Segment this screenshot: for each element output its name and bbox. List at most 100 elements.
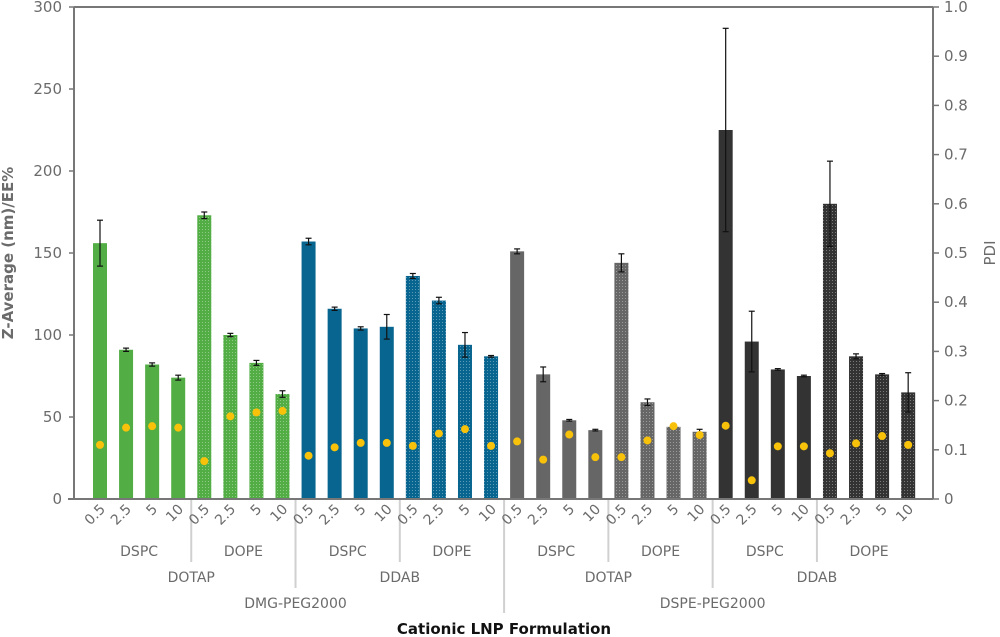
pdi-point: [252, 408, 261, 417]
pdi-point: [565, 430, 574, 439]
bar: [562, 420, 577, 499]
x-tick-label: 10: [372, 502, 396, 526]
x-tick-label: 10: [789, 502, 813, 526]
pdi-point: [434, 429, 443, 438]
x-tick-label: 0.5: [186, 502, 213, 529]
x-tick-label: 10: [163, 502, 187, 526]
pdi-point: [174, 423, 183, 432]
pdi-point: [460, 425, 469, 434]
bar: [588, 430, 603, 499]
y-tick-label: 300: [33, 0, 62, 16]
x-tick-label: 0.5: [707, 502, 734, 529]
pdi-point: [382, 438, 391, 447]
error-bar: [566, 418, 573, 422]
pdi-point: [904, 440, 913, 449]
pdi-point: [747, 476, 756, 485]
x-tick-label: 10: [476, 502, 500, 526]
y2-tick-label: 0: [944, 490, 954, 508]
error-bar: [97, 219, 103, 267]
helper-lipid-label: DOPE: [432, 544, 471, 560]
pdi-point: [695, 431, 704, 440]
x-tick-label: 2.5: [525, 502, 552, 529]
error-bar: [514, 248, 521, 255]
error-bar: [748, 310, 755, 373]
x-tick-label: 5: [143, 502, 161, 520]
error-bar: [357, 326, 364, 331]
error-bar: [305, 237, 312, 246]
x-tick-label: 2.5: [734, 502, 761, 529]
y2-tick-label: 0.6: [944, 195, 968, 213]
y-tick-label: 200: [33, 162, 62, 180]
x-tick-label: 10: [685, 502, 709, 526]
error-bar: [461, 331, 468, 358]
error-bar: [644, 398, 651, 407]
error-bar: [592, 428, 599, 432]
y-tick-label: 100: [33, 326, 62, 344]
y2-tick-label: 0.3: [944, 342, 968, 360]
bar: [510, 251, 525, 499]
error-bar: [123, 347, 130, 352]
bar: [145, 364, 160, 499]
y-tick-label: 50: [43, 408, 62, 426]
error-bar: [540, 366, 547, 383]
x-tick-label: 2.5: [838, 502, 865, 529]
bar-pattern: [197, 215, 212, 499]
y2-tick-label: 0.9: [944, 47, 968, 65]
pdi-point: [852, 439, 861, 448]
y2-tick-label: 0.2: [944, 392, 968, 410]
pdi-point: [721, 421, 730, 430]
pdi-point: [487, 441, 496, 450]
bar: [796, 376, 811, 499]
pdi-point: [591, 453, 600, 462]
y-tick-label: 0: [52, 490, 62, 508]
bar: [379, 326, 394, 499]
bar: [171, 377, 186, 499]
x-tick-label: 10: [580, 502, 604, 526]
error-bar: [279, 390, 286, 398]
error-bar: [488, 354, 495, 358]
cationic-lipid-label: DOTAP: [585, 570, 632, 586]
error-bar: [201, 211, 208, 220]
error-bar: [853, 353, 860, 360]
bar-pattern: [822, 203, 837, 500]
pdi-point: [825, 449, 834, 458]
bar-pattern: [484, 356, 499, 499]
error-bar: [383, 313, 390, 340]
bar-pattern: [275, 394, 290, 499]
bar: [770, 369, 785, 499]
error-bar: [905, 372, 912, 413]
x-tick-label: 0.5: [395, 502, 422, 529]
error-bar: [253, 359, 260, 366]
x-tick-label: 5: [769, 502, 787, 520]
y2-tick-label: 0.7: [944, 146, 968, 164]
pdi-point: [304, 451, 313, 460]
error-bar: [227, 332, 234, 338]
pdi-point: [878, 432, 887, 441]
error-bar: [175, 374, 182, 381]
bar-pattern: [692, 431, 707, 499]
bar: [93, 243, 107, 499]
bar: [327, 308, 342, 499]
bar: [353, 328, 368, 499]
error-bar: [826, 160, 833, 248]
pdi-point: [799, 442, 808, 451]
y-tick-label: 150: [33, 244, 62, 262]
helper-lipid-label: DSPC: [746, 544, 784, 560]
pdi-point: [148, 422, 157, 431]
error-bar: [774, 368, 781, 371]
bar-pattern: [457, 344, 472, 499]
bar-pattern: [640, 402, 655, 499]
pdi-point: [278, 406, 287, 415]
pdi-point: [617, 453, 626, 462]
x-tick-label: 0.5: [499, 502, 526, 529]
error-bar: [435, 296, 442, 305]
bar: [536, 374, 551, 499]
pdi-point: [122, 423, 131, 432]
bar-pattern: [249, 362, 264, 499]
cationic-lipid-label: DDAB: [380, 570, 421, 586]
pdi-point: [200, 457, 209, 466]
pdi-point: [773, 442, 782, 451]
helper-lipid-label: DOPE: [850, 544, 889, 560]
x-tick-label: 2.5: [316, 502, 343, 529]
